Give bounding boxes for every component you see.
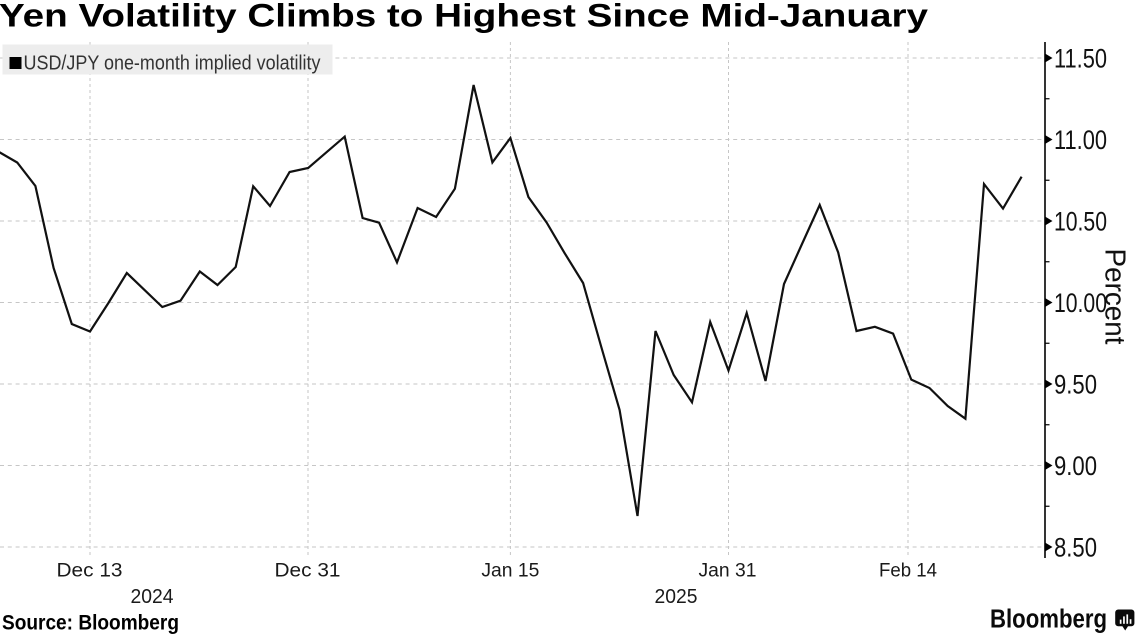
svg-text:11.00: 11.00 (1054, 125, 1107, 155)
svg-text:Bloomberg: Bloomberg (990, 606, 1107, 634)
svg-text:10.00: 10.00 (1054, 288, 1107, 318)
svg-text:Source: Bloomberg: Source: Bloomberg (2, 612, 179, 634)
svg-text:Dec 13: Dec 13 (57, 561, 123, 582)
svg-text:9.50: 9.50 (1054, 370, 1097, 400)
svg-text:9.00: 9.00 (1054, 451, 1097, 481)
svg-text:8.50: 8.50 (1054, 533, 1097, 563)
svg-text:USD/JPY one-month implied vola: USD/JPY one-month implied volatility (24, 53, 321, 75)
svg-text:Yen Volatility Climbs to Highe: Yen Volatility Climbs to Highest Since M… (0, 0, 928, 34)
svg-text:Jan 31: Jan 31 (699, 561, 757, 582)
svg-text:11.50: 11.50 (1054, 44, 1107, 74)
svg-text:2025: 2025 (655, 586, 698, 608)
svg-text:2024: 2024 (131, 586, 174, 608)
svg-text:Jan 15: Jan 15 (481, 561, 539, 582)
svg-text:Percent: Percent (1099, 249, 1131, 345)
svg-text:Dec 31: Dec 31 (275, 561, 341, 582)
svg-text:Feb 14: Feb 14 (879, 561, 937, 582)
svg-text:10.50: 10.50 (1054, 207, 1107, 237)
